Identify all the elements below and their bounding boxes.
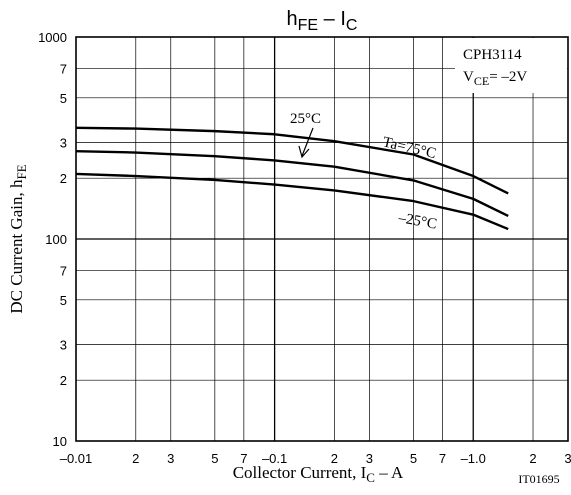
y-tick-label-9: 7 (60, 61, 67, 76)
x-tick-label-5: –0.1 (262, 451, 287, 466)
device-box (455, 38, 567, 93)
y-tick-label-1: 2 (60, 373, 67, 388)
chart-title: hFE – IC (287, 8, 358, 34)
y-tick-label-3: 5 (60, 293, 67, 308)
y-axis-label: DC Current Gain, hFE (7, 164, 29, 313)
figure-code: IT01695 (518, 472, 559, 486)
y-tick-label-10: 1000 (38, 30, 67, 45)
x-tick-label-8: 5 (410, 451, 417, 466)
series-curve-2 (75, 172, 509, 231)
y-tick-label-5: 100 (45, 232, 67, 247)
y-tick-label-2: 3 (60, 338, 67, 353)
series-curve-0 (75, 126, 509, 195)
x-tick-label-0: –0.01 (60, 451, 93, 466)
x-tick-label-9: 7 (439, 451, 446, 466)
grid (76, 37, 568, 441)
x-tick-label-7: 3 (366, 451, 373, 466)
x-tick-label-2: 3 (167, 451, 174, 466)
x-tick-label-3: 5 (211, 451, 218, 466)
series-label-75c: Ta=75°C (381, 134, 437, 162)
x-tick-label-1: 2 (132, 451, 139, 466)
x-tick-label-4: 7 (240, 451, 247, 466)
y-tick-label-8: 5 (60, 91, 67, 106)
y-tick-label-0: 10 (53, 434, 67, 449)
series-curve-1 (75, 150, 509, 218)
x-axis-label: Collector Current, IC – A (233, 463, 404, 485)
vce-label: VCE= –2V (463, 69, 527, 88)
curves (75, 126, 509, 231)
series-label-25c: 25°C (290, 111, 321, 127)
x-tick-label-10: –1.0 (461, 451, 486, 466)
arrow-25c (298, 127, 314, 159)
device-label: CPH3114 (463, 47, 522, 63)
y-tick-label-4: 7 (60, 263, 67, 278)
series-label-m25c: –25°C (396, 210, 438, 233)
plot-frame (75, 36, 569, 442)
tick-labels: –0.01 2 3 5 7 –0.1 2 3 5 7 –1.0 2 3 10 2 3 5 7 100 2 3 5 7 1000 (38, 30, 571, 466)
y-tick-label-6: 2 (60, 171, 67, 186)
x-tick-label-11: 2 (529, 451, 536, 466)
x-tick-label-12: 3 (564, 451, 571, 466)
y-tick-label-7: 3 (60, 136, 67, 151)
x-tick-label-6: 2 (331, 451, 338, 466)
